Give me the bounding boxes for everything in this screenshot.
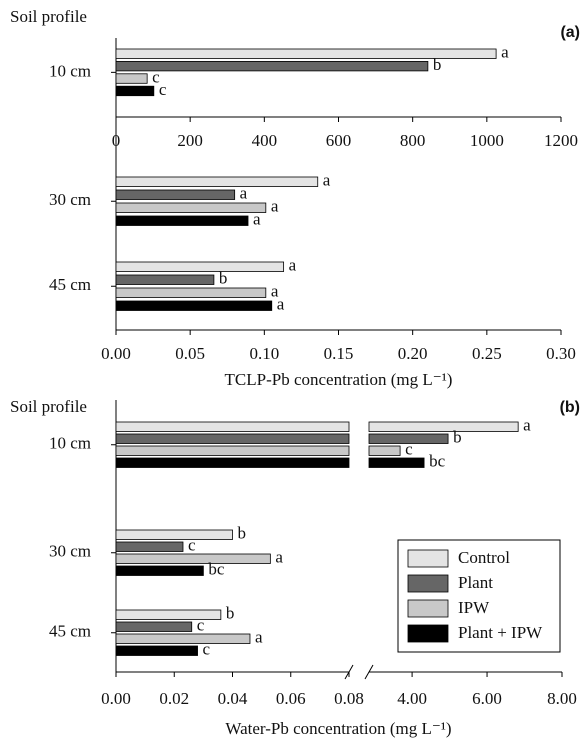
group-label: 45 cm xyxy=(49,622,91,641)
significance-letter: b xyxy=(238,524,247,543)
significance-letter: bc xyxy=(208,560,225,579)
significance-letter: c xyxy=(159,80,167,99)
group-title: Soil profile xyxy=(10,7,87,26)
bar xyxy=(115,261,285,272)
x-axis-title: Water-Pb concentration (mg L⁻¹) xyxy=(225,719,451,738)
bar xyxy=(115,421,350,432)
significance-letter: a xyxy=(240,184,248,203)
bar xyxy=(115,48,497,59)
x-tick-label: 1000 xyxy=(470,131,504,150)
x-tick-label: 600 xyxy=(326,131,352,150)
significance-letter: a xyxy=(271,282,279,301)
x-tick-label: 6.00 xyxy=(472,689,502,708)
significance-letter: c xyxy=(203,640,211,659)
significance-letter: c xyxy=(152,67,160,86)
x-tick-label: 400 xyxy=(252,131,278,150)
significance-letter: c xyxy=(197,616,205,635)
bar xyxy=(115,633,251,644)
significance-letter: b xyxy=(219,269,228,288)
significance-letter: b xyxy=(226,604,235,623)
x-axis-title: TCLP-Pb concentration (mg L⁻¹) xyxy=(225,370,453,389)
x-tick-label: 0.20 xyxy=(398,344,428,363)
panel-tag: (b) xyxy=(560,399,580,416)
panel-tag: (a) xyxy=(560,24,580,41)
legend-label: Control xyxy=(458,548,510,567)
bar xyxy=(115,61,429,72)
x-tick-label: 0.10 xyxy=(249,344,279,363)
bar xyxy=(115,565,204,576)
significance-letter: a xyxy=(523,416,531,435)
x-tick-label: 0.30 xyxy=(546,344,576,363)
bar xyxy=(115,541,184,552)
legend-swatch xyxy=(407,599,449,618)
x-tick-label: 200 xyxy=(177,131,203,150)
legend-swatch xyxy=(407,574,449,593)
legend-swatch xyxy=(407,549,449,568)
bar xyxy=(115,645,198,656)
significance-letter: a xyxy=(277,295,285,314)
bar xyxy=(368,421,519,432)
significance-letter: a xyxy=(501,43,509,62)
x-tick-label: 0.00 xyxy=(101,689,131,708)
x-tick-label: 800 xyxy=(400,131,426,150)
bar xyxy=(115,529,233,540)
x-tick-label: 4.00 xyxy=(397,689,427,708)
bar xyxy=(115,287,267,298)
bar xyxy=(368,433,449,444)
significance-letter: b xyxy=(453,428,462,447)
significance-letter: a xyxy=(289,256,297,275)
x-tick-label: 1200 xyxy=(544,131,578,150)
significance-letter: bc xyxy=(429,452,446,471)
significance-letter: a xyxy=(255,628,263,647)
group-title: Soil profile xyxy=(10,397,87,416)
bar xyxy=(115,457,350,468)
x-tick-label: 0.00 xyxy=(101,344,131,363)
group-label: 45 cm xyxy=(49,275,91,294)
significance-letter: b xyxy=(433,55,442,74)
significance-letter: a xyxy=(271,197,279,216)
bar xyxy=(115,176,319,187)
bar xyxy=(115,215,249,226)
x-tick-label: 0.06 xyxy=(276,689,306,708)
significance-letter: c xyxy=(405,440,413,459)
group-label: 10 cm xyxy=(49,61,91,80)
significance-letter: a xyxy=(253,210,261,229)
bar xyxy=(115,609,222,620)
bar xyxy=(115,300,273,311)
x-tick-label: 0.25 xyxy=(472,344,502,363)
bar xyxy=(115,73,148,84)
x-tick-label: 0.15 xyxy=(324,344,354,363)
x-tick-label: 0.08 xyxy=(334,689,364,708)
bar xyxy=(115,189,236,200)
legend-label: IPW xyxy=(458,598,490,617)
bar xyxy=(115,445,350,456)
legend-label: Plant xyxy=(458,573,493,592)
significance-letter: c xyxy=(188,536,196,555)
significance-letter: a xyxy=(275,548,283,567)
group-label: 10 cm xyxy=(49,434,91,453)
bar xyxy=(368,457,425,468)
bar xyxy=(115,85,155,97)
x-tick-label: 0.02 xyxy=(159,689,189,708)
x-tick-label: 0.05 xyxy=(175,344,205,363)
bar xyxy=(115,202,267,213)
bar xyxy=(115,274,215,285)
x-tick-label: 0.04 xyxy=(218,689,248,708)
group-label: 30 cm xyxy=(49,542,91,561)
significance-letter: a xyxy=(323,171,331,190)
axis-break xyxy=(364,664,374,680)
legend-swatch xyxy=(407,624,449,643)
x-tick-label: 0 xyxy=(112,131,121,150)
bar xyxy=(115,621,193,632)
bar xyxy=(115,433,350,444)
bar xyxy=(368,445,401,456)
legend-label: Plant + IPW xyxy=(458,623,543,642)
x-tick-label: 8.00 xyxy=(547,689,577,708)
group-label: 30 cm xyxy=(49,190,91,209)
bar xyxy=(115,553,271,564)
